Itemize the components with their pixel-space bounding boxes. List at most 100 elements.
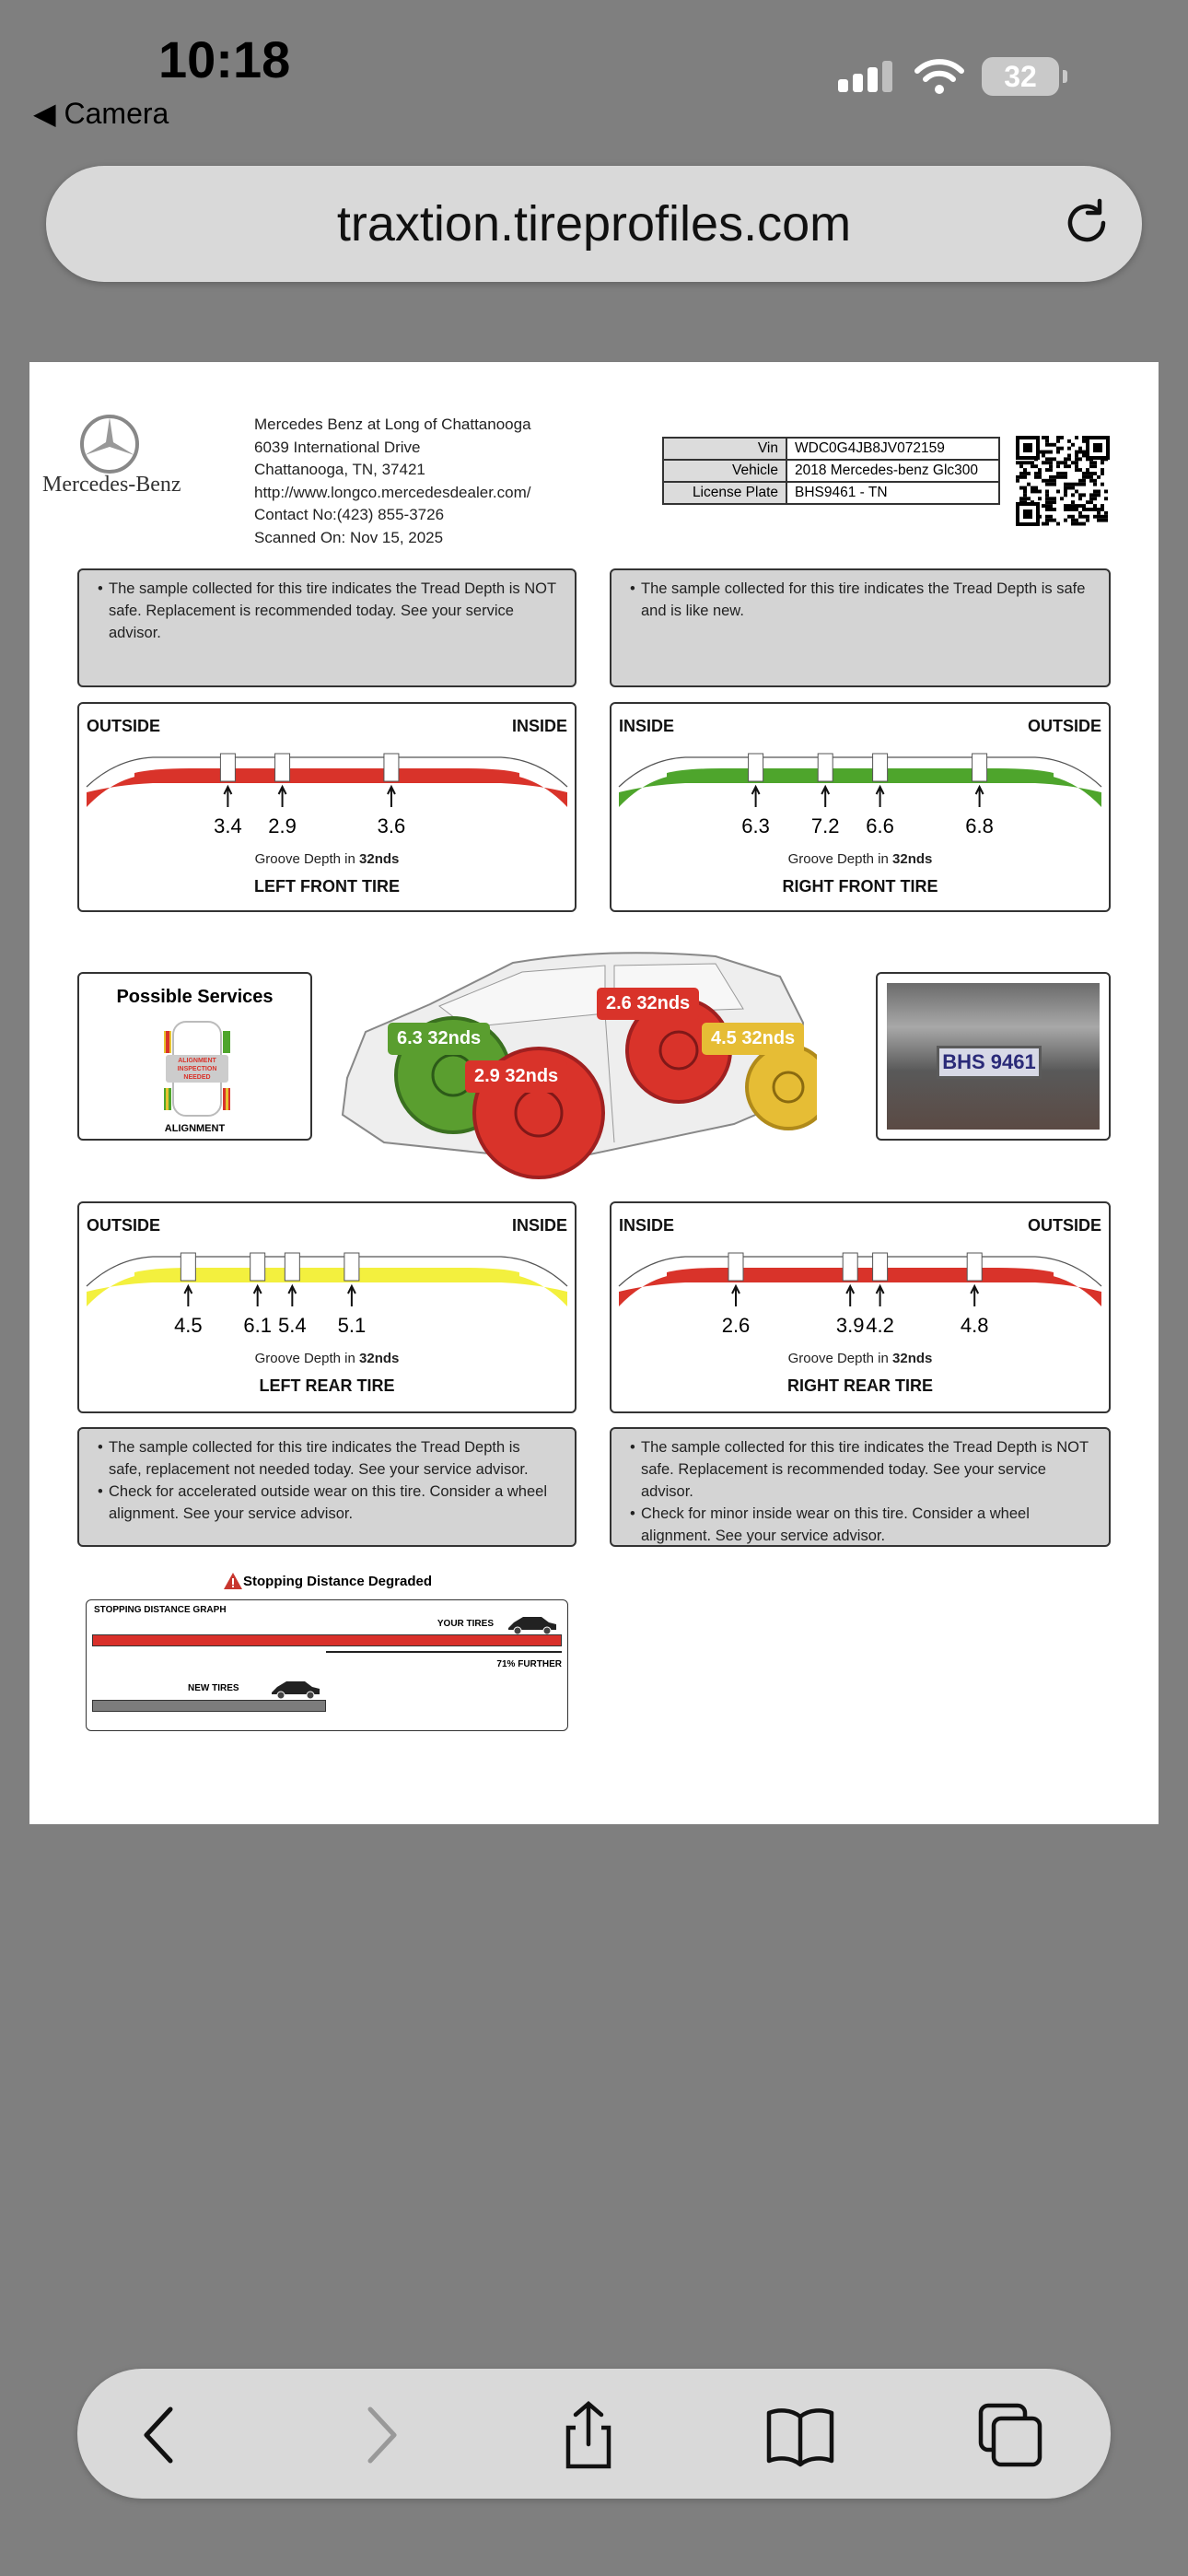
left-front-tire-panel: OUTSIDE INSIDE Groove Depth in 32nds LEF… xyxy=(77,702,577,912)
license-plate-photo-panel: BHS 9461 xyxy=(876,972,1111,1141)
groove-arrow xyxy=(731,1283,740,1306)
forward-icon[interactable] xyxy=(344,2400,414,2470)
tread-band xyxy=(134,768,519,782)
groove-arrow xyxy=(347,1283,356,1306)
tire-side-left: INSIDE xyxy=(619,717,675,735)
tread-band xyxy=(667,768,1054,782)
tire-side-left: INSIDE xyxy=(619,1216,675,1235)
tire-outline xyxy=(86,756,568,788)
dealer-info: Mercedes Benz at Long of Chattanooga 603… xyxy=(254,414,531,549)
groove-arrow xyxy=(821,784,831,807)
tire-side-right: INSIDE xyxy=(511,1216,567,1235)
stopping-warning-text: Stopping Distance Degraded xyxy=(243,1573,433,1589)
groove-arrow xyxy=(387,784,396,807)
tire-outline xyxy=(618,756,1102,788)
tire-title: RIGHT REAR TIRE xyxy=(786,1376,933,1395)
tread-band xyxy=(134,1268,519,1282)
reload-icon[interactable] xyxy=(1057,193,1116,252)
plate-value: BHS9461 - TN xyxy=(786,481,1000,505)
groove-arrow xyxy=(974,784,984,807)
groove xyxy=(250,1252,266,1282)
groove-depth-value: 7.2 xyxy=(811,814,840,837)
tire-side-left: OUTSIDE xyxy=(87,717,161,735)
groove-unit: 32nds xyxy=(359,851,400,867)
tabs-icon[interactable] xyxy=(975,2400,1045,2470)
license-plate-photo: BHS 9461 xyxy=(887,983,1100,1130)
groove-depth-value: 5.1 xyxy=(338,1314,367,1337)
license-plate: BHS 9461 xyxy=(937,1046,1042,1079)
tire-title: LEFT REAR TIRE xyxy=(259,1376,395,1395)
groove-label: Groove Depth in xyxy=(254,1351,360,1366)
left-rear-badge: 2.6 32nds xyxy=(597,988,700,1020)
groove xyxy=(966,1252,983,1282)
back-icon[interactable] xyxy=(126,2400,196,2470)
message-line: The sample collected for this tire indic… xyxy=(630,578,1090,622)
address-bar[interactable]: traxtion.tireprofiles.com xyxy=(46,166,1142,282)
vin-row: Vin WDC0G4JB8JV072159 xyxy=(662,437,1000,461)
tire-outline xyxy=(618,1256,1102,1287)
groove-depth-value: 2.6 xyxy=(722,1314,751,1337)
dealer-website[interactable]: http://www.longco.mercedesdealer.com/ xyxy=(254,483,531,501)
groove-depth-value: 6.1 xyxy=(243,1314,272,1337)
status-icons: 32 xyxy=(838,57,1067,96)
groove-depth-value: 6.6 xyxy=(866,814,894,837)
groove xyxy=(219,753,236,782)
groove-depth-value: 3.4 xyxy=(214,814,242,837)
tread-profile: 2.6 3.9 4.2 4.8 xyxy=(618,1252,1102,1337)
message-line: The sample collected for this tire indic… xyxy=(98,1436,556,1481)
groove-depth-caption: Groove Depth in 32nds xyxy=(611,851,1109,867)
groove xyxy=(274,753,291,782)
vehicle-info-table: Vin WDC0G4JB8JV072159 Vehicle 2018 Mercede… xyxy=(662,437,1000,505)
back-to-camera-link[interactable]: ◀ Camera xyxy=(33,97,169,130)
qr-code[interactable] xyxy=(1016,436,1111,526)
status-time: 10:18 xyxy=(158,30,291,88)
vin-value: WDC0G4JB8JV072159 xyxy=(786,437,1000,461)
vehicle-row: Vehicle 2018 Mercedes-benz Glc300 xyxy=(662,459,1000,483)
share-icon[interactable] xyxy=(553,2400,623,2470)
right-rear-badge: 4.5 32nds xyxy=(702,1023,805,1055)
wheel-left-rear xyxy=(745,1044,817,1130)
groove xyxy=(344,1252,360,1282)
dealer-address1: 6039 International Drive xyxy=(254,438,421,456)
possible-services-panel: Possible Services ALIGNMENT INSPECTION N… xyxy=(77,972,312,1141)
groove-arrow xyxy=(875,784,885,807)
vehicle-label: Vehicle xyxy=(662,459,787,483)
groove-depth-caption: Groove Depth in 32nds xyxy=(79,851,575,867)
tread-profile: 6.3 7.2 6.6 6.8 xyxy=(618,753,1102,837)
dealer-address2: Chattanooga, TN, 37421 xyxy=(254,461,425,478)
groove-depth-value: 6.8 xyxy=(965,814,994,837)
groove-depth-value: 3.9 xyxy=(836,1314,865,1337)
message-line: Check for minor inside wear on this tire… xyxy=(630,1503,1090,1547)
car-icon xyxy=(508,1617,556,1635)
groove-depth-value: 4.2 xyxy=(866,1314,894,1337)
tire-report-page: Mercedes-Benz Mercedes Benz at Long of C… xyxy=(29,362,1159,1824)
services-title: Possible Services xyxy=(116,987,274,1007)
warning-icon xyxy=(224,1573,242,1589)
vehicle-value: 2018 Mercedes-benz Glc300 xyxy=(786,459,1000,483)
right-rear-tire-panel: INSIDE OUTSIDE Groove Depth in 32nds RIG… xyxy=(610,1201,1111,1413)
bookmarks-icon[interactable] xyxy=(765,2400,835,2470)
groove-unit: 32nds xyxy=(892,851,933,867)
scan-date: Scanned On: Nov 15, 2025 xyxy=(254,528,444,546)
groove-arrow xyxy=(751,784,761,807)
tread-profile: 4.5 6.1 5.4 5.1 xyxy=(86,1252,568,1337)
groove xyxy=(383,753,400,782)
tire-outline xyxy=(86,1256,568,1287)
alignment-inspection-label: ALIGNMENT INSPECTION NEEDED xyxy=(177,1058,217,1081)
groove-unit: 32nds xyxy=(359,1351,400,1366)
groove-unit: 32nds xyxy=(892,1351,933,1366)
right-front-message: The sample collected for this tire indic… xyxy=(610,568,1111,687)
wifi-icon xyxy=(914,59,964,94)
stopping-warning: Stopping Distance Degraded xyxy=(223,1572,432,1590)
brand-wordmark: Mercedes-Benz xyxy=(42,473,181,497)
further-label: 71% FURTHER xyxy=(496,1659,562,1669)
groove-arrow xyxy=(845,1283,856,1306)
car-icon xyxy=(272,1681,320,1700)
groove-label: Groove Depth in xyxy=(787,1351,893,1366)
groove-depth-value: 6.3 xyxy=(741,814,770,837)
tire-side-right: OUTSIDE xyxy=(1027,717,1101,735)
new-tires-bar xyxy=(92,1700,326,1712)
url-text[interactable]: traxtion.tireprofiles.com xyxy=(336,196,852,252)
browser-toolbar xyxy=(77,2369,1111,2499)
groove-arrow xyxy=(287,1283,297,1306)
